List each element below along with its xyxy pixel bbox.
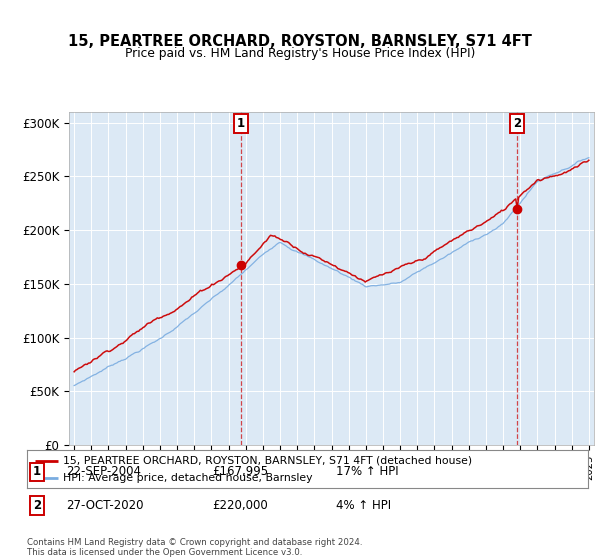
Text: 22-SEP-2004: 22-SEP-2004 [66, 465, 141, 478]
Text: Contains HM Land Registry data © Crown copyright and database right 2024.
This d: Contains HM Land Registry data © Crown c… [27, 538, 362, 557]
Text: £167,995: £167,995 [212, 465, 268, 478]
Text: 1: 1 [33, 465, 41, 478]
Text: 15, PEARTREE ORCHARD, ROYSTON, BARNSLEY, S71 4FT (detached house): 15, PEARTREE ORCHARD, ROYSTON, BARNSLEY,… [64, 455, 473, 465]
Text: £220,000: £220,000 [212, 499, 268, 512]
Text: 2: 2 [513, 117, 521, 130]
Text: 15, PEARTREE ORCHARD, ROYSTON, BARNSLEY, S71 4FT: 15, PEARTREE ORCHARD, ROYSTON, BARNSLEY,… [68, 34, 532, 49]
Text: Price paid vs. HM Land Registry's House Price Index (HPI): Price paid vs. HM Land Registry's House … [125, 47, 475, 60]
Text: 4% ↑ HPI: 4% ↑ HPI [335, 499, 391, 512]
Text: 2: 2 [33, 499, 41, 512]
Text: 17% ↑ HPI: 17% ↑ HPI [335, 465, 398, 478]
Text: HPI: Average price, detached house, Barnsley: HPI: Average price, detached house, Barn… [64, 473, 313, 483]
Text: 27-OCT-2020: 27-OCT-2020 [66, 499, 144, 512]
Text: 1: 1 [237, 117, 245, 130]
